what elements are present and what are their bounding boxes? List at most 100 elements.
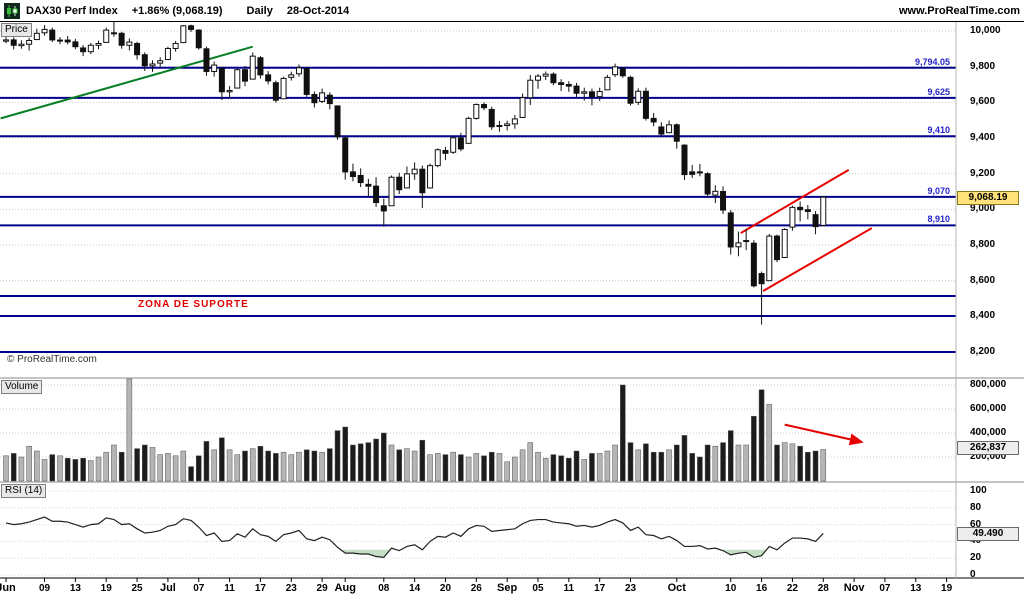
volume-bar	[118, 451, 125, 482]
red-channel-line	[740, 169, 850, 234]
candle-body	[203, 48, 210, 72]
volume-bar	[450, 451, 456, 482]
volume-bar	[797, 445, 803, 482]
candle-body	[804, 209, 811, 212]
volume-bar	[411, 450, 418, 482]
volume-bar	[519, 449, 526, 482]
volume-bar	[573, 450, 580, 482]
volume-bar	[689, 453, 695, 482]
candle-body	[126, 41, 133, 46]
price-pane-label[interactable]: Price	[1, 23, 32, 37]
candle-body	[681, 144, 688, 176]
axis-decorations	[0, 22, 1024, 582]
volume-bar	[735, 444, 742, 482]
candle-body	[326, 94, 333, 105]
candle-body	[118, 32, 125, 46]
candle-body	[87, 44, 94, 53]
candle-body	[56, 39, 63, 42]
candle-body	[766, 235, 773, 282]
candle-body	[188, 25, 195, 30]
volume-bar	[280, 451, 287, 482]
volume-bar	[681, 435, 688, 482]
candlestick-icon	[4, 2, 20, 19]
candle-body	[41, 28, 48, 34]
volume-bar	[419, 439, 426, 482]
candle-body	[311, 93, 318, 104]
website-link[interactable]: www.ProRealTime.com	[898, 4, 1020, 17]
rsi-pane[interactable]	[0, 490, 956, 576]
volume-bar	[18, 456, 25, 482]
candle-body	[612, 66, 619, 76]
volume-bar	[704, 444, 711, 482]
candle-body	[519, 97, 526, 118]
volume-bar	[435, 453, 441, 482]
candle-body	[180, 25, 187, 44]
volume-bar	[620, 384, 626, 482]
candle-body	[573, 85, 580, 94]
volume-bar	[219, 437, 225, 482]
candle-body	[673, 124, 680, 142]
candle-body	[357, 174, 364, 184]
rsi-pane-label[interactable]: RSI (14)	[1, 484, 47, 498]
candle-body	[242, 69, 249, 82]
volume-bar	[758, 389, 765, 482]
candle-body	[820, 196, 827, 226]
volume-bar	[427, 454, 433, 482]
volume-pane[interactable]	[0, 378, 956, 482]
candle-body	[774, 235, 780, 261]
candle-body	[157, 60, 164, 64]
candle-body	[504, 123, 511, 127]
timeframe-selector[interactable]: Daily	[246, 4, 273, 17]
candle-body	[542, 73, 549, 77]
candle-body	[781, 228, 788, 258]
candle-body	[812, 214, 819, 228]
candle-body	[527, 79, 534, 99]
quote-date: 28-Oct-2014	[286, 4, 350, 17]
volume-bar	[381, 432, 387, 482]
candle-body	[249, 55, 256, 80]
volume-bar	[589, 453, 595, 482]
volume-bar	[327, 448, 333, 482]
candle-body	[342, 137, 349, 173]
candle-body	[10, 39, 17, 46]
candle-body	[3, 39, 9, 42]
candle-body	[658, 126, 665, 135]
volume-bar	[203, 441, 210, 482]
candle-body	[80, 47, 87, 53]
volume-bar	[157, 454, 163, 482]
volume-bar	[142, 444, 148, 482]
candle-body	[604, 76, 611, 91]
volume-bar	[234, 454, 241, 482]
candle-body	[558, 82, 565, 86]
price-pane[interactable]	[0, 22, 956, 353]
candle-body	[265, 74, 272, 82]
volume-bar	[64, 457, 71, 482]
candle-body	[26, 39, 33, 45]
candle-body	[141, 54, 148, 67]
candle-body	[211, 64, 218, 72]
volume-bar	[512, 456, 518, 482]
last-volume-badge: 262,837	[957, 441, 1019, 455]
volume-bar	[504, 461, 510, 482]
candle-body	[72, 41, 79, 48]
volume-bar	[257, 445, 264, 482]
candle-body	[650, 117, 657, 123]
volume-bar	[249, 448, 256, 482]
candle-body	[295, 67, 302, 75]
volume-bar	[658, 451, 665, 482]
candle-body	[588, 91, 595, 98]
volume-bar	[373, 438, 379, 482]
candle-body	[727, 212, 734, 248]
volume-pane-label[interactable]: Volume	[1, 380, 43, 394]
volume-bar	[812, 450, 819, 482]
volume-bar	[111, 444, 117, 482]
candle-body	[411, 168, 418, 175]
volume-bar	[488, 451, 495, 482]
volume-bar	[458, 454, 464, 482]
volume-bar	[226, 449, 233, 482]
volume-bar	[805, 451, 811, 482]
volume-bar	[612, 444, 618, 482]
candle-body	[712, 190, 719, 196]
volume-bar	[820, 449, 827, 482]
